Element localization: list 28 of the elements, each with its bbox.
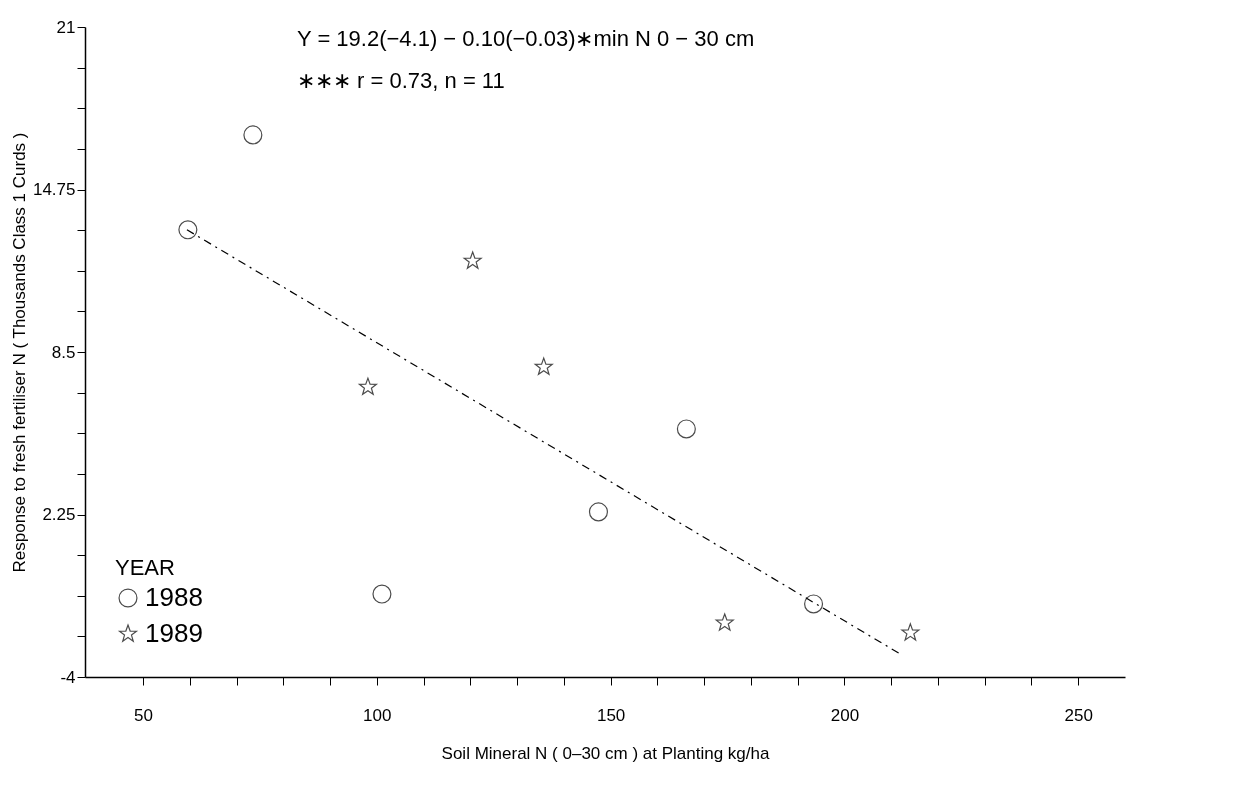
y-tick-label: -4 — [60, 667, 76, 687]
y-tick-label: 14.75 — [32, 180, 76, 199]
x-tick-label: 100 — [363, 705, 392, 725]
point — [901, 623, 920, 641]
point — [676, 419, 696, 439]
x-tick-label: 50 — [134, 705, 153, 725]
point — [243, 125, 263, 145]
point — [372, 584, 392, 604]
x-axis-title: Soil Mineral N ( 0–30 cm ) at Planting kg/ha — [441, 743, 770, 763]
legend-label: 1989 — [145, 618, 203, 648]
legend-title: YEAR — [115, 555, 175, 580]
y-tick-label: 8.5 — [51, 342, 76, 362]
point — [715, 613, 734, 631]
x-tick-label: 250 — [1064, 705, 1093, 725]
legend-label: 1988 — [145, 582, 203, 612]
point — [178, 220, 198, 240]
y-tick-label: 21 — [56, 17, 76, 37]
point — [463, 251, 482, 269]
annotation: ∗∗∗ r = 0.73, n = 11 — [297, 68, 505, 93]
point — [588, 502, 608, 522]
y-tick-label: 2.25 — [42, 505, 76, 524]
point — [358, 377, 378, 395]
x-tick-label: 150 — [596, 705, 626, 725]
point — [534, 357, 553, 375]
x-tick-label: 200 — [830, 705, 860, 725]
y-axis-title: Response to fresh fertiliser N ( Thousands Class 1 Curds ) — [9, 132, 29, 573]
annotation: Y = 19.2(−4.1) − 0.10(−0.03)∗min N 0 − 30 cm — [297, 26, 755, 51]
point — [804, 594, 824, 614]
